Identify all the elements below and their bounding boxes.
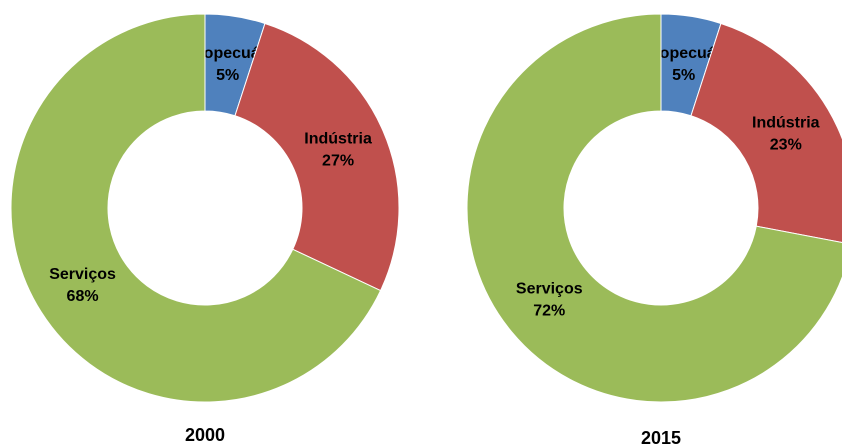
slice-label: Indústria bbox=[304, 131, 372, 148]
value-label: 27% bbox=[322, 153, 354, 170]
chart-title: 2015 bbox=[641, 428, 681, 446]
slice-label: Serviços bbox=[49, 266, 116, 283]
donut-slice bbox=[690, 22, 842, 244]
chart-title: 2000 bbox=[185, 425, 225, 445]
donut-slice bbox=[234, 22, 400, 292]
value-label: 72% bbox=[533, 303, 565, 320]
donut-slice bbox=[10, 13, 382, 403]
value-label: 5% bbox=[672, 67, 695, 84]
slice-label: Serviços bbox=[516, 281, 583, 298]
donut-slice bbox=[466, 13, 842, 403]
value-label: 5% bbox=[216, 67, 239, 84]
slice-label: Indústria bbox=[752, 114, 820, 131]
value-label: 68% bbox=[67, 288, 99, 305]
value-label: 23% bbox=[770, 136, 802, 153]
